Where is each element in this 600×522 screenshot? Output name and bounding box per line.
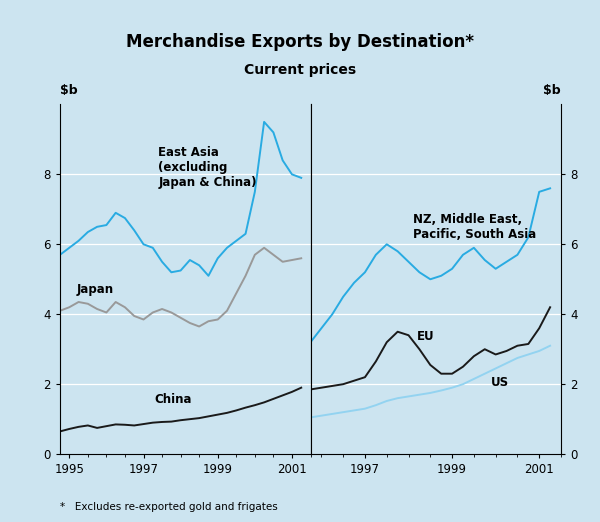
Text: EU: EU <box>417 330 435 343</box>
Text: US: US <box>491 376 509 389</box>
Text: $b: $b <box>60 84 77 97</box>
Text: *   Excludes re-exported gold and frigates: * Excludes re-exported gold and frigates <box>60 502 278 512</box>
Text: Current prices: Current prices <box>244 64 356 77</box>
Text: East Asia
(excluding
Japan & China): East Asia (excluding Japan & China) <box>158 146 257 189</box>
Text: Japan: Japan <box>77 283 114 296</box>
Text: NZ, Middle East,
Pacific, South Asia: NZ, Middle East, Pacific, South Asia <box>413 213 536 241</box>
Text: $b: $b <box>544 84 561 97</box>
Text: Merchandise Exports by Destination*: Merchandise Exports by Destination* <box>126 33 474 51</box>
Text: China: China <box>155 394 192 407</box>
